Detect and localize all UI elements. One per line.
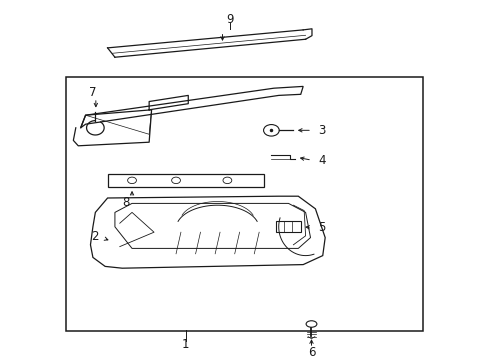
Bar	[66, 77, 422, 331]
Text: 5: 5	[317, 221, 325, 234]
Bar	[107, 174, 264, 187]
Text: 3: 3	[317, 124, 325, 137]
Text: 9: 9	[225, 13, 233, 26]
Text: 7: 7	[89, 86, 97, 99]
Text: 2: 2	[91, 230, 99, 243]
Text: 8: 8	[122, 196, 130, 209]
Bar	[276, 221, 300, 232]
Text: 1: 1	[182, 338, 189, 351]
Text: 4: 4	[317, 154, 325, 167]
Text: 6: 6	[307, 346, 315, 359]
